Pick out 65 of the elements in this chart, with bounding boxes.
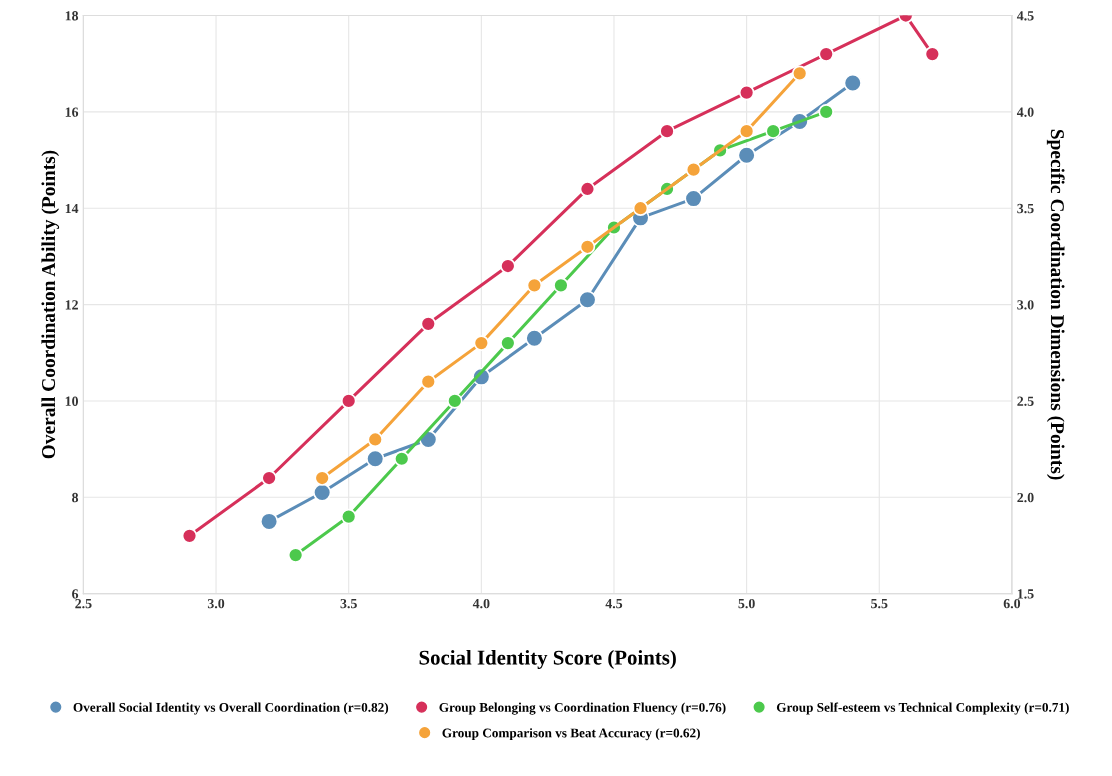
x-tick-label: 6.0: [1003, 598, 1021, 609]
point: [261, 470, 277, 486]
point: [684, 189, 703, 208]
legend-label: Overall Social Identity vs Overall Coordination (r=0.82): [73, 702, 389, 715]
point: [924, 46, 941, 62]
x-axis-title: Social Identity Score (Points): [419, 649, 676, 669]
point: [314, 470, 330, 486]
y-axis-title: Overall Coordination Ability (Points): [41, 150, 60, 459]
y2-tick-label: 2.0: [1017, 492, 1034, 503]
y-tick-label: 14: [65, 203, 79, 214]
x-tick-label: 3.5: [340, 598, 357, 609]
y-tick-label: 10: [65, 396, 79, 406]
point: [738, 123, 755, 139]
point: [578, 290, 597, 309]
point: [579, 238, 596, 255]
x-tick-label: 5.5: [871, 599, 888, 609]
y-tick-label: 18: [65, 11, 79, 21]
point: [738, 84, 755, 101]
point: [340, 393, 357, 409]
point: [500, 335, 516, 351]
point: [287, 547, 304, 563]
y2-tick-label: 2.5: [1017, 396, 1034, 406]
x-tick-label: 4.5: [605, 599, 623, 609]
point: [737, 146, 756, 165]
x-tick-label: 2.5: [75, 598, 92, 609]
y2-tick-label: 3.5: [1017, 203, 1034, 214]
point: [818, 104, 834, 120]
point: [367, 431, 384, 448]
point: [420, 316, 437, 332]
y2-tick-label: 4.5: [1016, 11, 1034, 21]
y-tick-label: 8: [72, 492, 79, 503]
x-tick-label: 4.0: [472, 598, 490, 609]
point: [259, 512, 279, 531]
y2-tick-label: 3.0: [1017, 300, 1034, 310]
point: [312, 483, 332, 502]
point: [526, 277, 543, 294]
point: [181, 528, 198, 544]
point: [366, 449, 385, 468]
point: [447, 393, 463, 409]
y2-tick-label: 1.5: [1017, 589, 1034, 599]
point: [632, 200, 649, 217]
point: [765, 123, 781, 139]
y-tick-label: 6: [72, 589, 79, 599]
x-tick-label: 3.0: [207, 598, 225, 609]
y2-axis-title: Specific Coordination Dimensions (Points): [1046, 129, 1065, 480]
point: [818, 46, 834, 62]
point: [340, 508, 357, 525]
y-tick-label: 16: [65, 107, 79, 117]
y2-tick-label: 4.0: [1016, 107, 1034, 117]
x-tick-label: 5.0: [738, 598, 755, 609]
point: [473, 335, 490, 351]
point: [659, 123, 675, 139]
point: [685, 161, 702, 178]
point: [791, 65, 808, 82]
point: [393, 450, 410, 467]
legend-label: Group Comparison vs Beat Accuracy (r=0.62): [442, 728, 700, 741]
y-tick-label: 12: [65, 300, 78, 310]
point: [553, 277, 569, 294]
point: [843, 73, 862, 93]
point: [500, 258, 516, 274]
legend-label: Group Belonging vs Coordination Fluency (r=0.76): [439, 702, 726, 715]
point: [579, 181, 596, 197]
legend-label: Group Self-esteem vs Technical Complexity (r=0.71): [776, 702, 1069, 715]
point: [420, 373, 437, 390]
point: [525, 329, 544, 348]
